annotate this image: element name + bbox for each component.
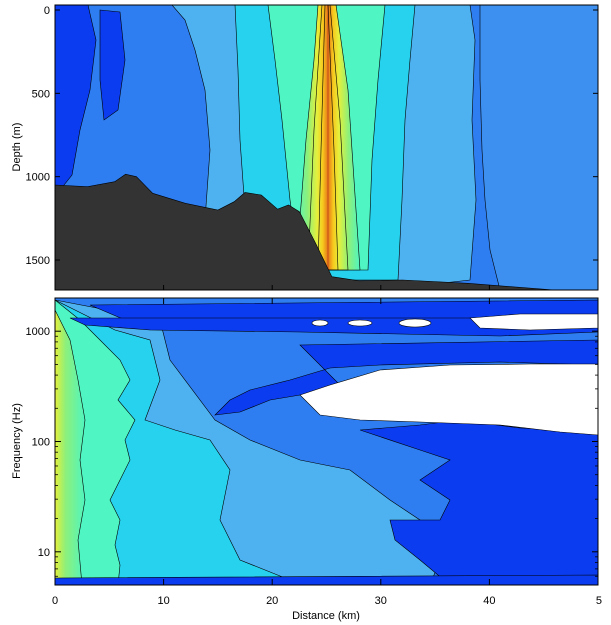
depth-tick-label: 1500 [26,255,50,267]
distance-tick-label: 40 [483,595,495,607]
depth-tick-label: 0 [44,5,50,17]
contour-region-near-source [55,309,86,585]
frequency-contour-field [55,298,598,585]
depth-panel: Depth (m) 0 500 1000 1500 [11,4,599,291]
contour-region-high-band-2 [69,317,598,337]
depth-contour-field [55,5,598,290]
frequency-axis-title: Frequency (Hz) [11,403,23,479]
frequency-ticks: 10 100 1000 [26,297,598,586]
depth-panel-frame [54,4,599,291]
blank-region-small-1 [398,318,432,328]
peak-contour-core [317,5,339,271]
distance-ticks: 0 10 20 30 40 5 [52,298,602,607]
depth-tick-label: 500 [32,88,50,100]
frequency-tick-label: 1000 [26,326,50,338]
blank-region-top [469,313,598,331]
distance-tick-label: 10 [157,595,169,607]
distance-tick-label: 30 [375,595,387,607]
peak-contour-inner [307,5,349,271]
depth-axis-title: Depth (m) [11,123,23,172]
distance-tick-label: 5 [596,595,602,607]
distance-axis-title: Distance (km) [292,610,360,622]
blank-region-small-3 [311,319,329,327]
blank-region-small-2 [347,319,373,327]
frequency-tick-label: 100 [32,437,50,449]
distance-tick-label: 0 [52,595,58,607]
contour-region-bottom-strip [55,574,598,585]
contour-region-right [479,5,598,290]
distance-tick-label: 20 [266,595,278,607]
bathymetry-seafloor [55,173,598,290]
depth-ticks: 0 500 1000 1500 [26,5,599,290]
frequency-tick-label: 10 [38,547,50,559]
contour-region-low-left-2 [99,9,126,121]
blank-region-large [299,363,598,436]
depth-tick-label: 1000 [26,172,50,184]
